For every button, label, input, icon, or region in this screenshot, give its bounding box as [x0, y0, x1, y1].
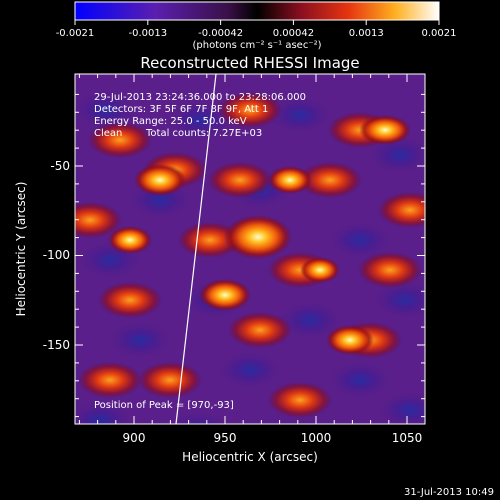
colorbar-units: (photons cm⁻² s⁻¹ asec⁻²) [192, 40, 321, 51]
image-low-region [75, 90, 139, 130]
total-counts: Total counts: 7.27E+03 [145, 128, 262, 139]
x-tick-label: 900 [123, 431, 146, 445]
plot-title: Reconstructed RHESSI Image [140, 54, 359, 72]
image-low-region [75, 400, 134, 424]
y-axis-label: Heliocentric Y (arcsec) [14, 182, 28, 317]
image-low-region [167, 410, 233, 424]
x-axis-ticks [78, 74, 408, 424]
image-emission-region [218, 92, 282, 128]
colorbar-tick-label: -0.00042 [198, 28, 243, 39]
image-peak-region [300, 257, 340, 283]
image-low-region [166, 100, 234, 140]
image-low-region [366, 135, 425, 175]
y-axis-ticks [75, 93, 425, 418]
y-tick-label: -150 [43, 338, 70, 352]
image-low-region [106, 320, 174, 360]
colorbar-tick-labels: -0.0021 -0.0013 -0.00042 0.00042 0.0013 0.002… [56, 28, 457, 39]
image-low-region [266, 95, 334, 135]
image-peak-region [268, 166, 312, 194]
y-tick-label: -50 [50, 159, 70, 173]
peak-position: Position of Peak = [970,-93] [94, 400, 234, 411]
image-peak-region [108, 226, 152, 254]
x-tick-label: 950 [214, 431, 237, 445]
x-axis-label: Heliocentric X (arcsec) [182, 450, 318, 464]
image-low-region [326, 360, 394, 400]
y-tick-labels: -50 -100 -150 [43, 159, 70, 352]
image-peak-region [326, 325, 374, 355]
image-low-region [376, 390, 425, 424]
image-emission-region [78, 362, 142, 398]
image-emission-region [228, 312, 292, 348]
image-emission-region [208, 162, 272, 198]
x-tick-label: 1050 [392, 431, 423, 445]
plot-frame [74, 73, 426, 425]
image-emission-region [75, 202, 122, 238]
colorbar: -0.0021 -0.0013 -0.00042 0.00042 0.0013 0.002… [56, 1, 457, 51]
image-peak-region [359, 115, 411, 145]
image-emission-region [88, 122, 152, 158]
energy-range: Energy Range: 25.0 - 50.0 keV [94, 116, 247, 127]
y-tick-label: -100 [43, 248, 70, 262]
image-emission-region [138, 362, 202, 398]
timestamp: 31-Jul-2013 10:49 [404, 487, 494, 498]
image-emission-region [298, 162, 362, 198]
algorithm-label: Clean [94, 128, 122, 139]
image-area [75, 74, 425, 424]
image-low-region [276, 300, 344, 340]
colorbar-tick-label: -0.0021 [56, 28, 95, 39]
image-emission-region [358, 252, 422, 288]
image-low-region [326, 220, 394, 260]
image-emission-region [378, 192, 425, 228]
image-emission-region [98, 282, 162, 318]
detectors: Detectors: 3F 5F 6F 7F 8F 9F, Att 1 [94, 104, 268, 115]
image-peak-region [199, 279, 251, 311]
image-peak-region [134, 164, 186, 196]
image-emission-region [268, 382, 332, 418]
image-peak-region [224, 215, 292, 259]
colorbar-gradient [74, 1, 440, 21]
image-low-region [216, 350, 284, 390]
colorbar-tick-label: 0.00042 [273, 28, 314, 39]
colorbar-tick-marks [74, 20, 440, 25]
colorbar-tick-label: 0.0021 [422, 28, 457, 39]
x-tick-label: 1000 [301, 431, 332, 445]
info-text: 29-Jul-2013 23:24:36.000 to 23:28:06.000… [94, 92, 306, 139]
image-low-region [371, 280, 425, 320]
colorbar-tick-label: 0.0013 [349, 28, 384, 39]
solar-limb-line [175, 74, 217, 424]
x-tick-labels: 900 950 1000 1050 [123, 431, 423, 445]
time-range: 29-Jul-2013 23:24:36.000 to 23:28:06.000 [94, 92, 306, 103]
colorbar-tick-label: -0.0013 [128, 28, 167, 39]
